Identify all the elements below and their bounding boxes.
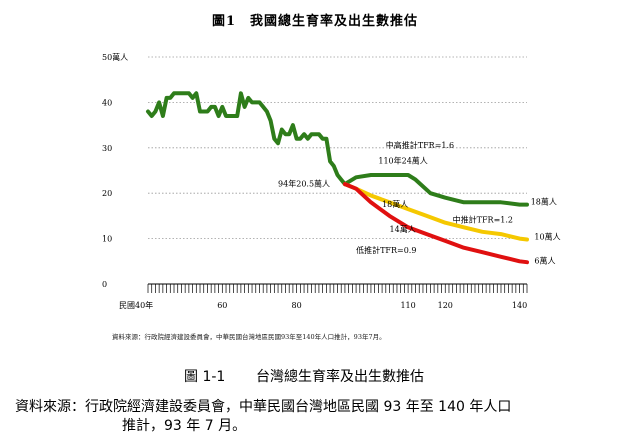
y-tick-label: 0	[102, 280, 107, 289]
source-note-line-1: 資料來源：行政院經濟建設委員會，中華民國台灣地區民國 93 年至 140 年人口	[15, 399, 512, 415]
y-tick-label: 40	[102, 98, 112, 107]
annotation-label: 6萬人	[534, 256, 555, 266]
annotation-label: 10萬人	[534, 232, 560, 242]
y-tick-label: 30	[102, 144, 112, 153]
y-tick-label: 50萬人	[102, 52, 128, 62]
y-tick-label: 20	[102, 189, 112, 198]
y-tick-label: 10	[102, 235, 112, 244]
annotation-label: 18萬人	[531, 197, 557, 207]
x-tick-label: 110	[400, 301, 415, 310]
annotation-label: 94年20.5萬人	[278, 178, 330, 188]
x-tick-label: 140	[512, 301, 527, 310]
annotation-label: 中推計TFR=1.2	[453, 215, 513, 225]
figure-caption-text: 台灣總生育率及出生數推估	[256, 369, 424, 385]
x-tick-label: 80	[292, 301, 302, 310]
chart-title: 圖1 我國總生育率及出生數推估	[211, 14, 419, 29]
annotation-label: 18萬人	[382, 199, 408, 209]
annotation-label: 14萬人	[390, 224, 416, 234]
chart-source-note: 資料來源：行政院經濟建設委員會，中華民國台灣地區民國93年至140年人口推計，9…	[112, 333, 386, 341]
annotation-label: 110年24萬人	[378, 156, 427, 166]
series-line-0	[146, 91, 347, 187]
annotation-label: 低推計TFR=0.9	[356, 245, 416, 255]
source-note-line-2: 推計，93 年 7 月。	[122, 418, 247, 434]
series-line-2	[342, 182, 529, 242]
x-tick-label: 民國40年	[119, 300, 153, 310]
x-tick-label: 120	[438, 301, 453, 310]
figure-caption-number: 圖 1-1	[184, 369, 226, 385]
x-tick-label: 60	[217, 301, 227, 310]
annotation-label: 中高推計TFR=1.6	[386, 140, 454, 150]
series-line-1	[342, 173, 529, 207]
figure-caption: 圖 1-1 台灣總生育率及出生數推估	[184, 366, 424, 386]
source-note: 資料來源：行政院經濟建設委員會，中華民國台灣地區民國 93 年至 140 年人口…	[15, 398, 615, 436]
series-line-3	[342, 182, 529, 265]
